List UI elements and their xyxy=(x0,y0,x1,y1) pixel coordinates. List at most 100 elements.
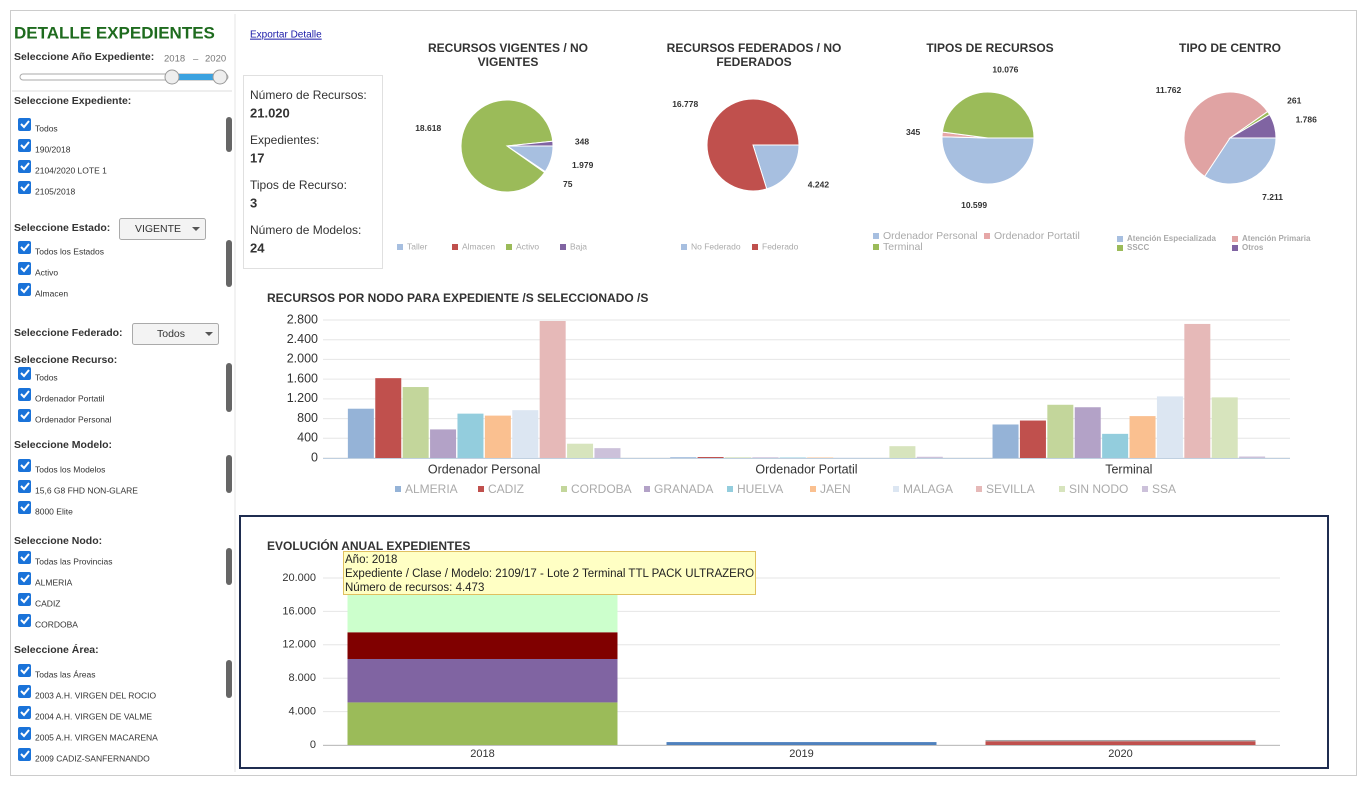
legend-label: Almacen xyxy=(462,241,495,251)
legend-label: Terminal xyxy=(883,241,923,253)
data-label: 4.242 xyxy=(808,180,830,190)
checkbox[interactable] xyxy=(18,706,31,719)
slider-handle[interactable] xyxy=(212,69,228,85)
legend-marker xyxy=(984,233,990,239)
kpi-label: Expedientes: xyxy=(250,133,319,147)
checkbox-label: 15,6 G8 FHD NON-GLARE xyxy=(35,485,138,495)
checkbox[interactable] xyxy=(18,181,31,194)
dropdown-value[interactable]: Todos xyxy=(157,328,185,340)
section-label: Seleccione Nodo: xyxy=(14,535,102,547)
dropdown-value[interactable]: VIGENTE xyxy=(135,223,181,235)
chart-title: RECURSOS VIGENTES / NO VIGENTES xyxy=(427,41,589,69)
data-label: 1.979 xyxy=(572,160,594,170)
check-mark xyxy=(20,503,30,512)
bar xyxy=(347,408,374,458)
checkbox[interactable] xyxy=(18,593,31,606)
tooltip xyxy=(343,551,756,595)
checkbox[interactable] xyxy=(18,459,31,472)
year-from: 2018 xyxy=(164,54,185,65)
checkbox[interactable] xyxy=(18,160,31,173)
bar-segment xyxy=(985,739,1256,742)
checkbox[interactable] xyxy=(18,572,31,585)
kpi-label: Tipos de Recurso: xyxy=(250,178,347,192)
checkbox[interactable] xyxy=(18,262,31,275)
checkbox[interactable] xyxy=(18,727,31,740)
legend-label: Activo xyxy=(516,241,539,251)
legend-label: Ordenador Personal xyxy=(883,230,978,242)
kpi-label: Número de Recursos: xyxy=(250,88,367,102)
section-label: Seleccione Área: xyxy=(14,643,99,656)
pie-slice xyxy=(941,136,1035,185)
legend-label: GRANADA xyxy=(654,482,713,496)
checkbox[interactable] xyxy=(18,748,31,761)
dropdown[interactable] xyxy=(132,323,219,345)
bar-segment xyxy=(347,632,618,659)
scrollbar[interactable] xyxy=(226,455,232,493)
checkbox-label: Activo xyxy=(35,267,58,277)
year-dash: – xyxy=(193,54,199,65)
y-tick-label: 4.000 xyxy=(288,706,316,718)
checkbox[interactable] xyxy=(18,664,31,677)
checkbox[interactable] xyxy=(18,367,31,380)
checkbox[interactable] xyxy=(18,388,31,401)
data-label: 1.786 xyxy=(1296,114,1318,124)
check-mark xyxy=(20,120,30,129)
scrollbar[interactable] xyxy=(226,117,232,152)
checkbox-label: Todos xyxy=(35,123,58,133)
legend-label: MALAGA xyxy=(903,482,953,496)
legend-label: ALMERIA xyxy=(405,482,458,496)
check-mark xyxy=(20,553,30,562)
kpi-value: 17 xyxy=(250,150,264,165)
checkbox[interactable] xyxy=(18,283,31,296)
y-tick-label: 800 xyxy=(297,411,318,425)
y-tick-label: 2.000 xyxy=(287,352,318,366)
bar-segment xyxy=(666,742,937,745)
check-mark xyxy=(20,574,30,583)
legend-marker xyxy=(1232,236,1238,242)
legend-label: Atención Primaria xyxy=(1242,234,1311,243)
bar xyxy=(916,456,943,458)
checkbox[interactable] xyxy=(18,409,31,422)
y-tick-label: 0 xyxy=(311,450,318,464)
x-tick-label: Terminal xyxy=(1105,462,1152,476)
checkbox[interactable] xyxy=(18,501,31,514)
scrollbar[interactable] xyxy=(226,240,232,287)
checkbox-label: CORDOBA xyxy=(35,619,78,629)
bar xyxy=(1239,456,1266,458)
bar xyxy=(402,387,429,458)
legend-label: CADIZ xyxy=(488,482,524,496)
data-label: 345 xyxy=(906,127,920,137)
export-link[interactable]: Exportar Detalle xyxy=(250,30,322,41)
checkbox[interactable] xyxy=(18,551,31,564)
bar xyxy=(889,446,916,458)
data-label: 18.618 xyxy=(415,123,441,133)
checkbox[interactable] xyxy=(18,241,31,254)
chart-title: RECURSOS POR NODO PARA EXPEDIENTE /S SEL… xyxy=(267,291,648,305)
checkbox[interactable] xyxy=(18,685,31,698)
bar-segment xyxy=(347,594,618,633)
data-label: 10.076 xyxy=(992,64,1018,74)
checkbox-label: 190/2018 xyxy=(35,144,71,154)
scrollbar[interactable] xyxy=(226,548,232,585)
checkbox[interactable] xyxy=(18,118,31,131)
legend-marker xyxy=(506,244,512,250)
scrollbar[interactable] xyxy=(226,363,232,412)
scrollbar[interactable] xyxy=(226,660,232,698)
legend-marker xyxy=(395,486,401,492)
bar xyxy=(992,424,1019,458)
dropdown-arrow xyxy=(192,227,200,231)
year-to: 2020 xyxy=(205,54,226,65)
checkbox[interactable] xyxy=(18,614,31,627)
checkbox[interactable] xyxy=(18,480,31,493)
y-tick-label: 2.800 xyxy=(287,312,318,326)
dropdown[interactable] xyxy=(119,218,206,240)
tooltip-line: Expediente / Clase / Modelo: 2109/17 - L… xyxy=(345,568,754,580)
bar xyxy=(1019,420,1046,458)
checkbox[interactable] xyxy=(18,139,31,152)
bar xyxy=(457,413,484,458)
data-label: 348 xyxy=(575,137,589,147)
legend-marker xyxy=(452,244,458,250)
check-mark xyxy=(20,390,30,399)
slider-handle[interactable] xyxy=(164,69,180,85)
